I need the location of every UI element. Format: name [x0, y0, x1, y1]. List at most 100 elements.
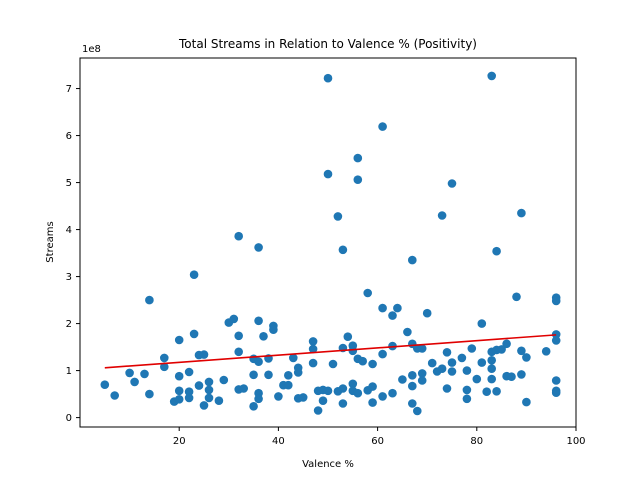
data-point [293, 368, 303, 377]
data-point [497, 345, 506, 354]
x-axis-label: Valence % [302, 459, 354, 470]
data-point [110, 391, 119, 400]
points-layer [100, 71, 561, 416]
data-point [408, 371, 417, 380]
data-point [512, 292, 521, 302]
data-point [348, 379, 358, 389]
data-point [338, 245, 348, 255]
data-point [368, 382, 377, 391]
trend-layer [104, 334, 557, 369]
data-point [308, 337, 318, 346]
data-point [422, 308, 432, 318]
data-point [254, 243, 263, 252]
data-point [199, 401, 209, 410]
data-point [199, 350, 209, 359]
data-point [353, 388, 363, 398]
data-point [348, 346, 358, 356]
data-point [234, 231, 243, 241]
data-point [353, 153, 363, 163]
data-point [254, 394, 263, 404]
plot-frame [79, 57, 577, 428]
data-point [239, 384, 248, 393]
data-point [249, 402, 258, 411]
data-point [269, 325, 278, 335]
data-point [174, 386, 184, 396]
data-point [517, 208, 526, 218]
data-point [229, 314, 239, 324]
data-point [442, 384, 452, 393]
data-point [487, 374, 497, 384]
data-point [204, 377, 214, 387]
data-point [462, 385, 472, 395]
data-point [214, 396, 224, 406]
data-point [467, 344, 477, 353]
data-point [393, 303, 402, 313]
data-point [160, 362, 169, 372]
data-point [284, 380, 293, 390]
data-point [487, 356, 497, 365]
data-point [323, 169, 333, 179]
data-point [551, 330, 561, 339]
data-point [472, 374, 482, 384]
data-point [541, 347, 551, 356]
y-axis: 0 1 2 3 4 5 6 7 [66, 84, 80, 424]
data-point [551, 296, 561, 306]
data-point [318, 396, 328, 406]
data-point [284, 371, 293, 380]
data-point [482, 387, 492, 397]
data-point [234, 331, 243, 341]
data-point [259, 332, 268, 341]
data-point [487, 364, 497, 374]
data-point [462, 366, 472, 375]
data-point [462, 394, 472, 404]
y-tick-label: 0 [66, 413, 72, 424]
y-scale-offset: 1e8 [82, 44, 101, 55]
y-axis-label: Streams [45, 221, 56, 262]
data-point [517, 370, 526, 379]
y-tick-label: 4 [66, 225, 72, 236]
chart-title: Total Streams in Relation to Valence % (… [178, 37, 477, 51]
y-tick-label: 3 [66, 272, 72, 283]
data-point [204, 393, 214, 403]
data-point [551, 336, 561, 345]
data-point [457, 353, 467, 363]
data-point [487, 71, 497, 81]
data-point [338, 384, 348, 393]
data-point [363, 288, 373, 298]
data-point [447, 367, 457, 376]
data-point [408, 399, 417, 408]
data-point [378, 122, 387, 131]
y-tick-label: 5 [66, 178, 72, 189]
data-point [100, 380, 110, 390]
data-point [338, 399, 348, 408]
data-point [551, 388, 561, 398]
data-point [447, 179, 457, 188]
data-point [184, 367, 194, 377]
data-point [408, 381, 417, 391]
data-point [308, 344, 318, 354]
data-point [477, 358, 487, 367]
data-point [145, 389, 154, 399]
data-point [408, 255, 417, 265]
data-point [289, 353, 298, 363]
trend-line [104, 334, 557, 369]
data-point [308, 358, 318, 368]
data-point [417, 344, 427, 353]
data-point [174, 335, 184, 345]
data-point [378, 303, 387, 313]
x-tick-label: 100 [566, 436, 585, 447]
data-point [254, 357, 263, 367]
data-point [507, 372, 516, 382]
data-point [174, 395, 184, 404]
data-point [264, 370, 273, 380]
y-tick-label: 7 [66, 84, 72, 95]
data-point [145, 295, 154, 305]
x-tick-label: 40 [272, 436, 285, 447]
data-point [204, 385, 214, 395]
data-point [403, 327, 412, 337]
data-point [184, 387, 194, 397]
data-point [522, 397, 531, 407]
data-point [378, 349, 387, 359]
data-point [174, 371, 184, 381]
